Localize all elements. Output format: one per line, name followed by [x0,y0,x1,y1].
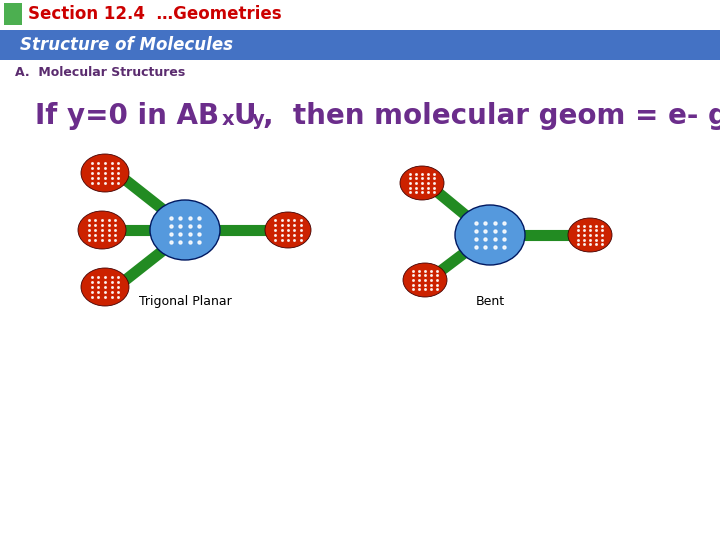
Text: y: y [252,110,265,129]
Ellipse shape [403,263,447,297]
Text: Bent: Bent [475,295,505,308]
Text: Trigonal Planar: Trigonal Planar [139,295,231,308]
Text: x: x [222,110,235,129]
Text: Structure of Molecules: Structure of Molecules [20,36,233,54]
Ellipse shape [265,212,311,248]
Bar [0,30,720,60]
Ellipse shape [400,166,444,200]
Ellipse shape [455,205,525,265]
Bar [4,3,22,25]
Text: A.  Molecular Structures: A. Molecular Structures [15,66,185,79]
Bar [0,0,720,28]
Text: Section 12.4  …Geometries: Section 12.4 …Geometries [28,5,282,23]
Text: ,  then molecular geom = e- geom: , then molecular geom = e- geom [263,102,720,130]
Ellipse shape [568,218,612,252]
Ellipse shape [78,211,126,249]
Ellipse shape [81,154,129,192]
Ellipse shape [81,268,129,306]
Text: If y=0 in AB: If y=0 in AB [35,102,219,130]
Text: U: U [234,102,256,130]
Ellipse shape [150,200,220,260]
